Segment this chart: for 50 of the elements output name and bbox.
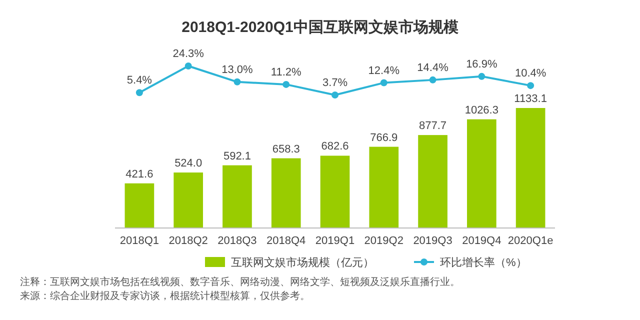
data-label: 14.4% [417, 62, 449, 74]
bar [124, 183, 154, 228]
x-tick-label: 2019Q2 [364, 235, 404, 247]
point [282, 80, 290, 88]
source-note: 来源：综合企业财报及专家访谈，根据统计模型核算，仅供参考。 [20, 290, 310, 302]
data-label: 1133.1 [514, 93, 547, 105]
legend-label: 互联网文娱市场规模（亿元） [231, 256, 374, 269]
point [478, 72, 486, 80]
x-tick-label: 2019Q3 [413, 235, 452, 247]
x-tick-label: 2019Q1 [315, 235, 355, 247]
x-tick-label: 2020Q1e [508, 235, 554, 247]
x-tick-label: 2019Q4 [462, 235, 502, 247]
data-label: 658.3 [272, 143, 300, 156]
data-label: 16.9% [466, 58, 498, 70]
bar [369, 146, 399, 228]
point [136, 89, 143, 96]
bar [320, 156, 350, 228]
data-label: 766.9 [370, 132, 398, 144]
data-label: 5.4% [126, 74, 152, 87]
data-label: 877.7 [419, 120, 447, 132]
data-label: 24.3% [172, 48, 204, 60]
data-label: 1026.3 [464, 104, 498, 116]
chart-title: 2018Q1-2020Q1中国互联网文娱市场规模 [182, 18, 460, 36]
x-tick-label: 2018Q3 [218, 235, 257, 247]
x-tick-label: 2018Q1 [120, 235, 160, 247]
data-label: 3.7% [322, 77, 348, 89]
bar [516, 108, 546, 228]
data-label: 421.6 [126, 168, 154, 180]
data-label: 592.1 [223, 150, 251, 162]
legend-label: 环比增长率（%） [440, 256, 527, 269]
point [184, 62, 192, 70]
x-tick-label: 2018Q2 [168, 235, 208, 247]
point [332, 92, 338, 98]
point [380, 79, 388, 86]
data-label: 13.0% [222, 64, 254, 76]
point [429, 76, 436, 84]
data-label: 11.2% [270, 66, 302, 78]
data-label: 12.4% [368, 64, 400, 77]
bar [467, 119, 496, 228]
bar [418, 135, 448, 228]
point [234, 78, 241, 86]
text: 注释：互联网文娱市场包括在线视频、数字音乐、网络动漫、网络文学、短视频及泛娱乐直播行业。 [20, 276, 460, 288]
data-label: 682.6 [321, 140, 349, 153]
bar [271, 158, 301, 228]
bar [174, 172, 203, 228]
bar [222, 165, 252, 228]
data-label: 10.4% [514, 68, 546, 80]
point [527, 82, 534, 90]
x-tick-label: 2018Q4 [266, 235, 306, 247]
data-label: 524.0 [174, 158, 202, 170]
